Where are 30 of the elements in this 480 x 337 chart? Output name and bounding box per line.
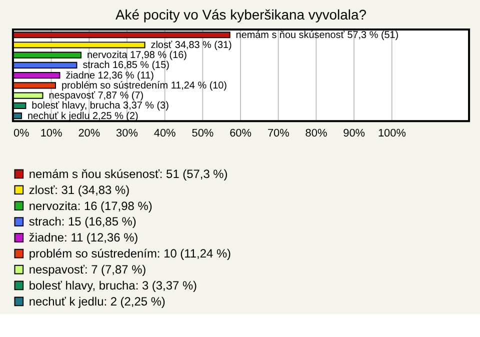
legend-label: žiadne: 11 (12,36 %) xyxy=(28,230,138,245)
x-tick-label: 0% xyxy=(13,128,30,140)
legend-label: nechuť k jedlu: 2 (2,25 %) xyxy=(28,294,166,308)
data-label: problém so sústredením 11,24 % (10) xyxy=(61,80,227,92)
legend-label: nemám s ňou skúsenosť: 51 (57,3 %) xyxy=(28,166,228,181)
legend-label: nervozita: 16 (17,98 %) xyxy=(28,198,152,213)
x-tick-label: 100% xyxy=(378,128,406,140)
data-label: žiadne 12,36 % (11) xyxy=(66,70,154,82)
chart-title: Aké pocity vo Vás kyberšikana vyvolala? xyxy=(115,6,367,23)
data-label: zlosť 34,83 % (31) xyxy=(150,40,232,51)
legend-label: zlosť: 31 (34,83 %) xyxy=(28,182,130,197)
legend-label: problém so sústredením: 10 (11,24 %) xyxy=(28,246,232,261)
legend-label: nespavosť: 7 (7,87 %) xyxy=(28,262,146,277)
data-label: nespavosť 7,87 % (7) xyxy=(48,90,144,102)
x-tick-label: 30% xyxy=(116,128,138,140)
legend-label: strach: 15 (16,85 %) xyxy=(28,214,136,229)
legend-label: bolesť hlavy, brucha: 3 (3,37 %) xyxy=(28,278,198,292)
x-tick-label: 60% xyxy=(230,128,252,140)
data-label: strach 16,85 % (15) xyxy=(82,60,170,72)
data-label: nervozita 17,98 % (16) xyxy=(86,50,187,62)
data-label: nemám s ňou skúsenosť 57,3 % (51) xyxy=(236,30,399,41)
x-tick-label: 10% xyxy=(40,128,63,140)
x-tick-label: 90% xyxy=(343,128,366,140)
x-tick-label: 50% xyxy=(192,128,214,140)
x-tick-label: 80% xyxy=(305,128,328,140)
x-tick-label: 70% xyxy=(267,128,290,140)
data-label: nechuť k jedlu 2,25 % (2) xyxy=(27,110,138,122)
x-tick-label: 40% xyxy=(154,128,176,140)
data-label: bolesť hlavy, brucha 3,37 % (3) xyxy=(32,100,169,112)
x-tick-label: 20% xyxy=(78,128,100,140)
